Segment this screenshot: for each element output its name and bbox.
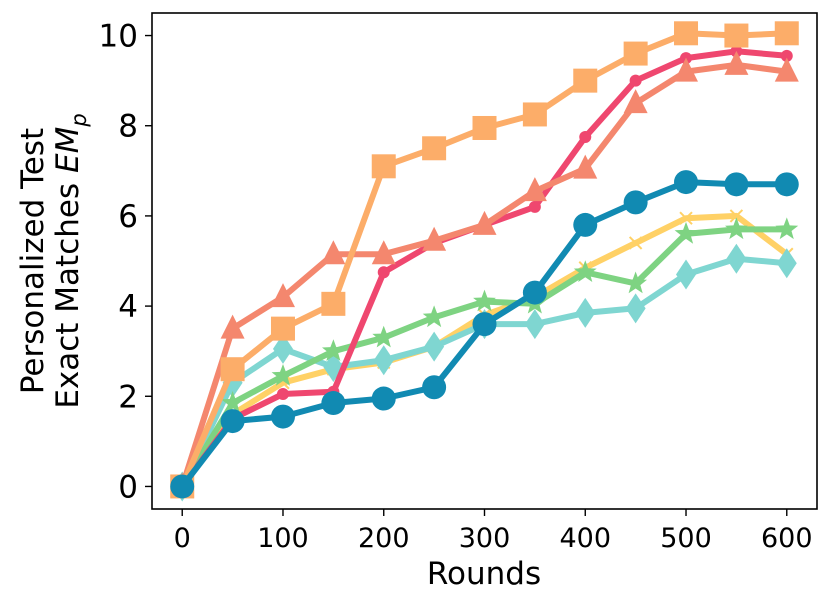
x-tick-label: 0 [174, 523, 191, 554]
plot-frame [151, 12, 818, 510]
star-marker [473, 289, 496, 312]
y-axis-label-line2: Exact Matches EMp [50, 113, 91, 408]
triangle-marker [220, 314, 245, 339]
y-axis-label: Personalized Test Exact Matches EMp [15, 113, 91, 408]
x-tick-label: 200 [358, 523, 410, 554]
triangle-marker [724, 50, 749, 75]
triangle-marker [774, 57, 799, 82]
x-tick-label: 400 [559, 523, 611, 554]
square-marker [220, 357, 245, 382]
x-tick-label: 300 [459, 523, 511, 554]
y-axis-label-line1: Personalized Test [15, 128, 51, 394]
diamond-marker [676, 259, 697, 290]
star-marker [372, 325, 396, 348]
circle-marker [422, 375, 447, 400]
triangle-marker [623, 89, 648, 114]
diamond-marker [625, 293, 646, 324]
star-marker [322, 339, 345, 361]
square-marker [623, 41, 648, 66]
circle-marker [170, 474, 195, 499]
x-axis-label: Rounds [427, 556, 541, 592]
circle-marker [270, 404, 295, 429]
circle-marker [674, 170, 699, 195]
x-tick-label: 100 [257, 523, 309, 554]
y-tick-label: 4 [118, 289, 138, 325]
star-marker [775, 217, 799, 240]
y-tick-label: 0 [118, 469, 138, 505]
star-marker [725, 217, 748, 240]
y-tick-label: 10 [99, 19, 138, 55]
triangle-marker [674, 57, 699, 82]
square-marker [724, 23, 749, 48]
triangle-marker [472, 210, 497, 235]
diamond-marker [524, 309, 545, 340]
y-axis-label-math-sub: p [67, 113, 91, 127]
x-marker [679, 211, 693, 225]
square-marker [371, 154, 396, 179]
dot-marker [780, 49, 793, 62]
circle-marker [522, 280, 547, 305]
star-marker [221, 391, 244, 413]
circle-marker [371, 386, 396, 411]
square-marker [522, 102, 547, 127]
triangle-marker [422, 226, 447, 251]
y-tick-label: 2 [118, 379, 138, 415]
circle-marker [724, 172, 749, 197]
diamond-marker [373, 345, 394, 376]
y-axis-label-math: EM [50, 127, 86, 173]
dot-marker [528, 200, 541, 213]
circle-marker [623, 190, 648, 215]
series-diamond [172, 243, 797, 502]
y-tick-label: 8 [118, 109, 138, 145]
star-marker [624, 271, 647, 294]
square-marker [422, 136, 447, 161]
square-marker [674, 21, 699, 46]
series-circle [170, 170, 799, 499]
y-axis: 0 2 4 6 8 10 [99, 19, 152, 505]
square-marker [270, 316, 295, 341]
y-tick-label: 6 [118, 199, 138, 235]
series-layer [170, 21, 799, 502]
circle-marker [220, 409, 245, 434]
circle-marker [573, 212, 598, 237]
diamond-marker [575, 297, 596, 328]
square-marker [774, 21, 799, 46]
dot-marker [377, 266, 390, 279]
dot-marker [579, 131, 592, 143]
triangle-marker [573, 154, 598, 179]
series-star [170, 217, 799, 497]
star-marker [271, 364, 295, 386]
y-axis-label-line2-text: Exact Matches [50, 173, 86, 409]
square-marker [321, 291, 346, 316]
triangle-marker [371, 240, 396, 265]
diamond-marker [726, 243, 747, 274]
dot-marker [629, 74, 642, 87]
x-marker [628, 236, 643, 250]
triangle-marker [270, 283, 295, 308]
diamond-marker [272, 333, 293, 364]
star-marker [573, 260, 597, 282]
series-square [170, 21, 799, 499]
star-marker [422, 305, 446, 328]
dot-marker [276, 388, 289, 401]
triangle-marker [321, 240, 346, 265]
x-tick-label: 500 [660, 523, 712, 554]
diamond-marker [424, 331, 445, 362]
x-axis: 0 100 200 300 400 500 600 [174, 509, 813, 554]
diamond-marker [776, 248, 797, 279]
series-x [175, 209, 794, 494]
circle-marker [472, 312, 497, 337]
series-line [179, 212, 790, 490]
circle-marker [321, 391, 346, 416]
x-tick-label: 600 [761, 523, 813, 554]
star-marker [674, 221, 698, 244]
circle-marker [774, 172, 799, 197]
square-marker [573, 68, 598, 93]
x-marker [729, 209, 744, 223]
triangle-marker [522, 177, 547, 202]
square-marker [472, 115, 497, 140]
